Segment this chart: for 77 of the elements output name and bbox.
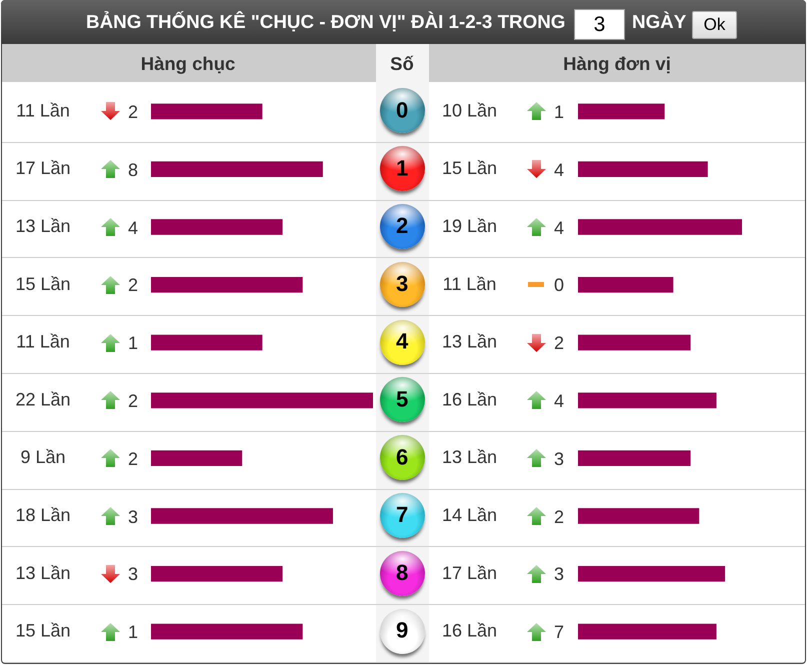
data-label: 1: [128, 333, 138, 354]
y-tick-label: 1: [396, 155, 408, 180]
bar: [151, 624, 303, 640]
text: NGÀY: [632, 10, 686, 34]
data-label: 1: [128, 622, 138, 642]
data-label: 13 Lần: [15, 562, 71, 583]
y-axis-title: Số: [390, 52, 414, 76]
data-label: 4: [554, 160, 564, 180]
data-label: 19 Lần: [442, 216, 498, 236]
bar: [151, 392, 373, 408]
data-label: 15 Lần: [15, 620, 71, 641]
data-label: 2: [128, 275, 138, 296]
bar: [151, 161, 323, 178]
data-label: 17 Lần: [15, 158, 71, 178]
input-field[interactable]: 3: [574, 9, 625, 40]
data-label: 4: [554, 390, 564, 411]
data-label: 11 Lần: [16, 100, 70, 120]
data-label: 8: [128, 160, 138, 180]
data-label: 17 Lần: [442, 562, 498, 583]
data-label: 9 Lần: [20, 447, 66, 468]
bar: [151, 276, 303, 293]
data-label: 16 Lần: [442, 620, 498, 641]
data-label: 3: [128, 506, 138, 526]
chart-title: Hàng đơn vị: [563, 52, 671, 76]
bar: [578, 219, 742, 235]
data-label: 0: [554, 275, 564, 296]
data-label: 13 Lần: [442, 332, 498, 352]
data-label: 14 Lần: [442, 504, 498, 525]
y-tick-label: 9: [396, 618, 408, 643]
bar: [578, 566, 726, 582]
data-label: 18 Lần: [15, 504, 71, 525]
data-label: 3: [554, 564, 564, 584]
data-label: 11 Lần: [16, 332, 70, 352]
y-tick-label: 7: [396, 502, 408, 528]
bar: [578, 161, 708, 178]
y-tick-label: 8: [396, 560, 408, 585]
ok-button[interactable]: Ok: [692, 11, 737, 39]
bar: [151, 566, 283, 582]
bar: [578, 276, 674, 293]
bar: [151, 104, 262, 120]
bar: [578, 624, 716, 640]
bar: [578, 508, 700, 524]
data-label: 15 Lần: [15, 274, 71, 294]
data-label: 13 Lần: [442, 447, 498, 468]
data-label: 1: [554, 102, 564, 122]
data-label: 7: [554, 622, 564, 642]
data-label: 3: [554, 448, 564, 469]
bar: [151, 219, 283, 235]
data-label: 10 Lần: [442, 100, 498, 120]
bar: [151, 334, 262, 350]
data-label: 22 Lần: [15, 389, 71, 410]
y-tick-label: 5: [396, 386, 408, 412]
data-label: 2: [554, 333, 564, 354]
bar: [578, 450, 691, 466]
y-tick-label: 6: [396, 444, 408, 470]
data-label: 16 Lần: [442, 389, 498, 410]
data-label: 4: [554, 218, 564, 238]
data-label: 2: [128, 448, 138, 469]
bar: [578, 392, 716, 408]
bar: [578, 104, 665, 120]
y-tick-label: 4: [396, 328, 409, 354]
data-label: 13 Lần: [15, 216, 71, 236]
bar: [578, 334, 691, 350]
text: BẢNG THỐNG KÊ "CHỤC - ĐƠN VỊ" ĐÀI 1-2-3 TRONG: [86, 10, 566, 34]
data-label: 2: [554, 506, 564, 526]
data-label: 15 Lần: [442, 158, 498, 178]
data-label: 11 Lần: [442, 274, 496, 294]
y-tick-label: 0: [396, 97, 408, 122]
bar: [151, 508, 333, 524]
data-label: 3: [128, 564, 138, 584]
y-tick-label: 2: [396, 213, 408, 238]
bar: [151, 450, 242, 466]
data-label: 4: [128, 218, 138, 238]
y-tick-label: 3: [396, 270, 408, 296]
data-label: 2: [128, 102, 138, 122]
data-label: 2: [128, 390, 138, 411]
chart-title: Hàng chục: [140, 52, 236, 76]
